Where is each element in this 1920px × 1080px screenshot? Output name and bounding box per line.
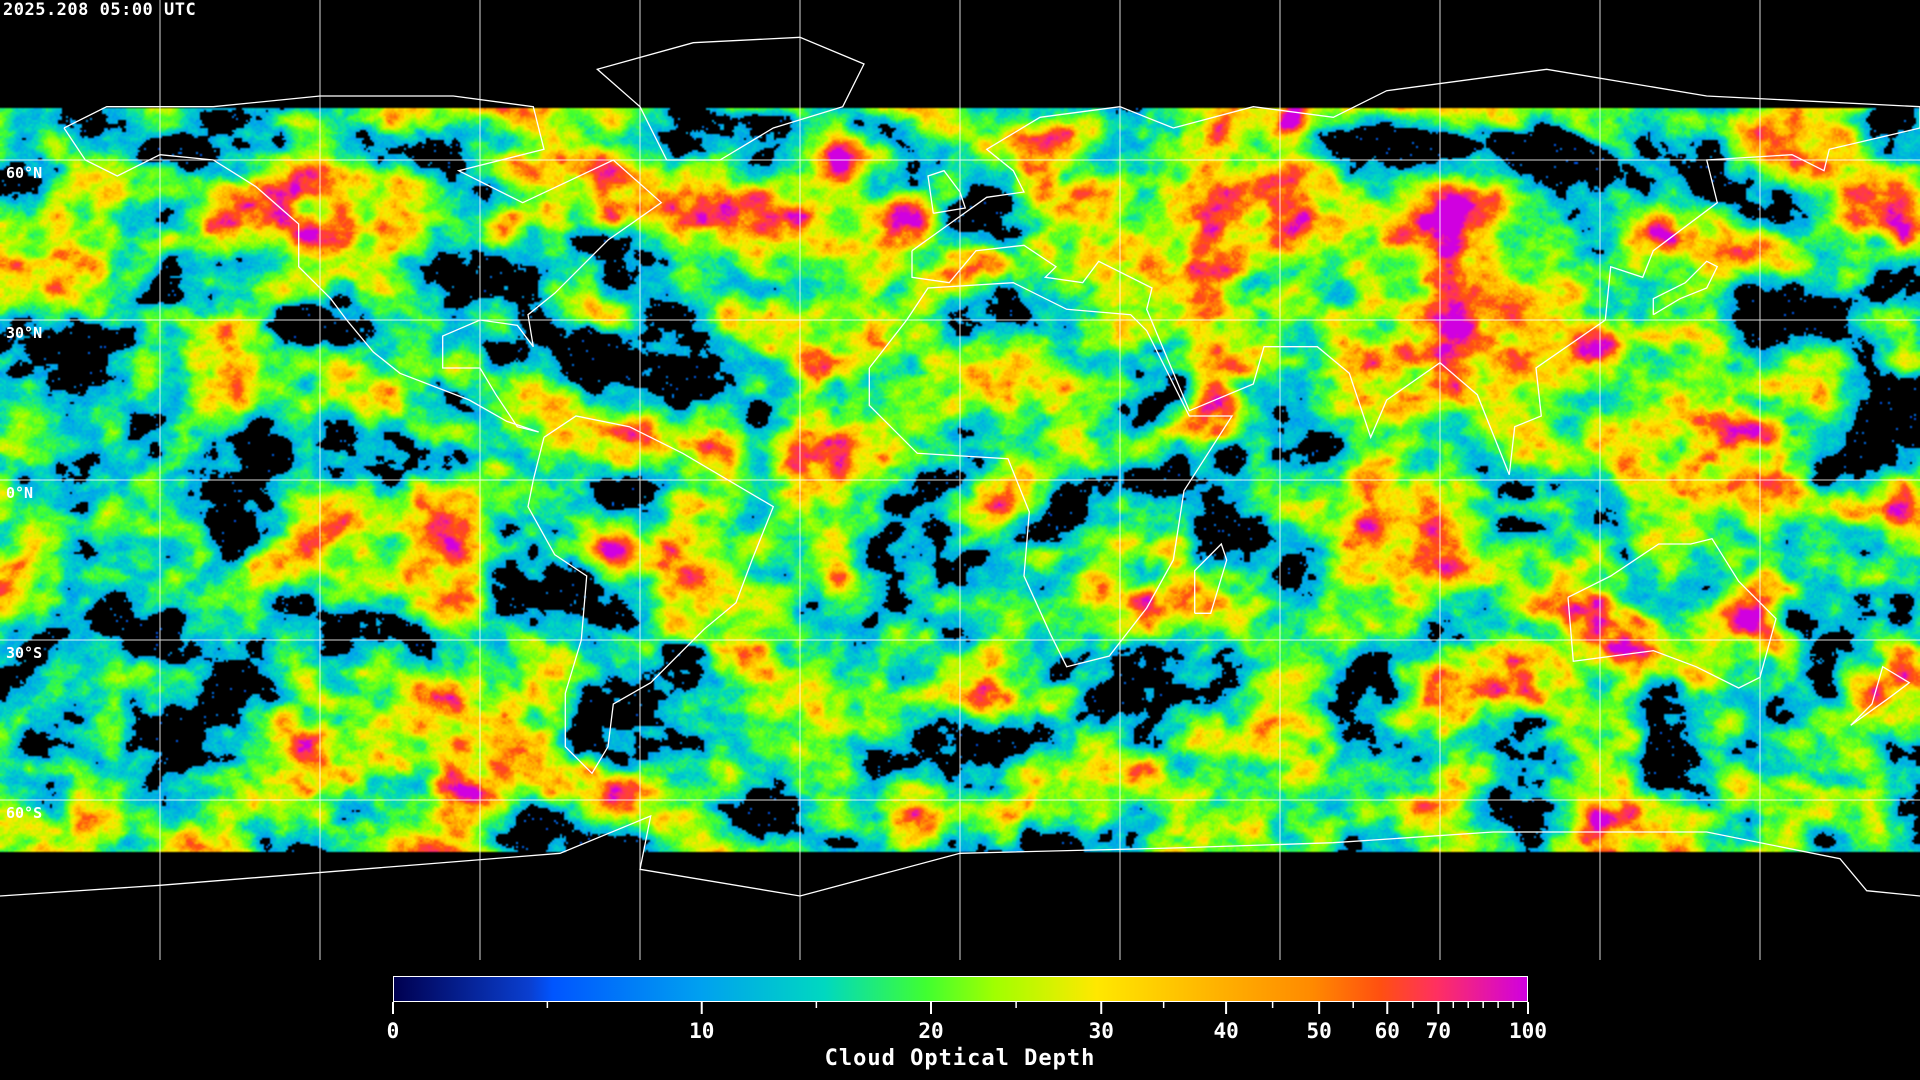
colorbar-title: Cloud Optical Depth xyxy=(824,1046,1096,1071)
coastline-greenland xyxy=(595,36,865,161)
cloud-optical-depth-map: 2025.208 05:00 UTC 60°N 30°N 0°N 30°S 60… xyxy=(0,0,1920,960)
coastline-south-america xyxy=(527,415,775,775)
colorbar-tick-label: 60 xyxy=(1375,1019,1400,1043)
coastlines xyxy=(0,36,1920,897)
lat-label-0: 0°N xyxy=(6,484,34,502)
graticule xyxy=(0,0,1920,960)
lat-label-60s: 60°S xyxy=(6,804,43,822)
lat-label-30s: 30°S xyxy=(6,644,43,662)
coastline-australia xyxy=(1567,537,1777,689)
coastline-north-america xyxy=(63,95,663,433)
lat-label-30n: 30°N xyxy=(6,324,43,342)
coastline-eurasia xyxy=(911,68,1920,475)
colorbar-tick-label: 70 xyxy=(1426,1019,1451,1043)
colorbar-tick-label: 40 xyxy=(1213,1019,1238,1043)
colorbar-tick-label: 100 xyxy=(1509,1019,1547,1043)
timestamp: 2025.208 05:00 UTC xyxy=(3,0,197,20)
colorbar-tick-label: 50 xyxy=(1307,1019,1332,1043)
colorbar-tick-label: 10 xyxy=(689,1019,714,1043)
colorbar-tick-label: 0 xyxy=(387,1019,400,1043)
coastline-africa xyxy=(868,282,1234,668)
coastline-japan xyxy=(1652,260,1719,316)
colorbar xyxy=(393,976,1528,1002)
map-overlay xyxy=(0,0,1920,960)
colorbar-tick-label: 20 xyxy=(918,1019,943,1043)
colorbar-tick-label: 30 xyxy=(1089,1019,1114,1043)
coastline-madagascar xyxy=(1194,542,1228,614)
lat-label-60n: 60°N xyxy=(6,164,43,182)
colorbar-axis: 0 10 20 30 40 50 60 70 100 xyxy=(387,1002,1547,1043)
coastline-new-zealand xyxy=(1850,665,1911,726)
